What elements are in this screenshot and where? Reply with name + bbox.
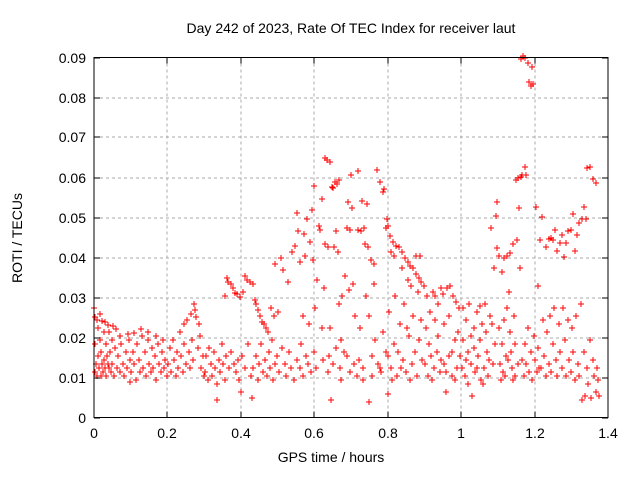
y-tick-label: 0.07 (59, 129, 86, 145)
x-tick-label: 1.4 (598, 425, 618, 441)
plot-border (93, 57, 609, 418)
x-tick-label: 1.2 (525, 425, 545, 441)
x-tick-label: 0.4 (231, 425, 251, 441)
x-axis-title: GPS time / hours (277, 449, 385, 465)
x-tick-label: 0 (90, 425, 98, 441)
chart-title: Day 242 of 2023, Rate Of TEC Index for r… (186, 20, 516, 36)
y-tick-label: 0.05 (59, 210, 86, 226)
y-tick-label: 0.04 (59, 250, 86, 266)
x-tick-label: 1 (457, 425, 465, 441)
y-tick-label: 0 (78, 410, 86, 426)
x-tick-label: 0.2 (157, 425, 177, 441)
y-tick-label: 0.08 (59, 90, 86, 106)
y-tick-label: 0.09 (59, 50, 86, 66)
y-tick-label: 0.03 (59, 290, 86, 306)
y-tick-label: 0.06 (59, 170, 86, 186)
data-points (91, 53, 602, 405)
y-tick-label: 0.02 (59, 330, 86, 346)
x-tick-label: 0.8 (378, 425, 398, 441)
x-tick-label: 0.6 (304, 425, 324, 441)
y-tick-label: 0.01 (59, 370, 86, 386)
